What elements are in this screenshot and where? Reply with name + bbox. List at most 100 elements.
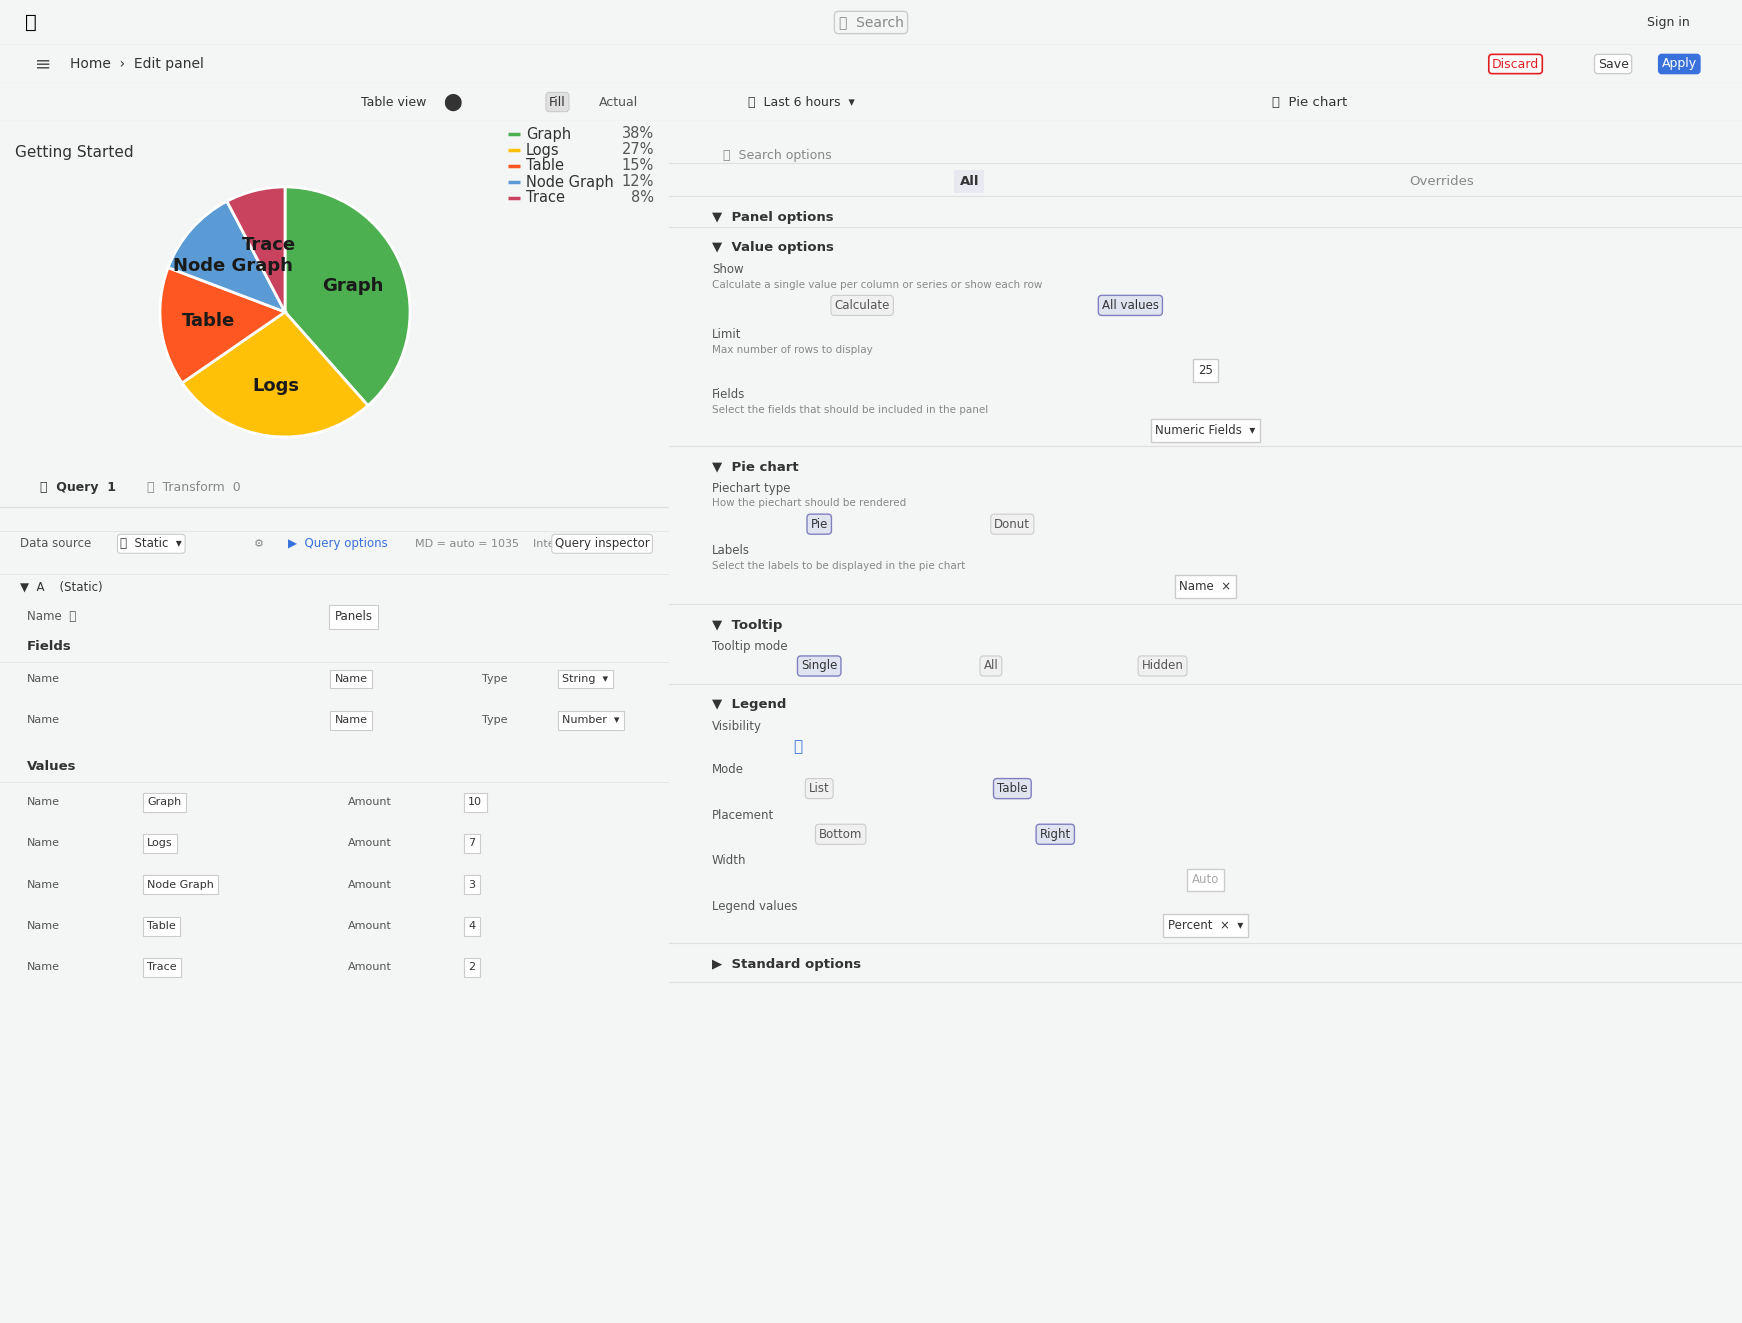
Wedge shape xyxy=(160,267,286,382)
Text: Show: Show xyxy=(712,263,744,275)
Text: How the piechart should be rendered: How the piechart should be rendered xyxy=(712,499,906,508)
Text: Save: Save xyxy=(1597,57,1629,70)
Text: Amount: Amount xyxy=(348,796,392,807)
Text: Trace: Trace xyxy=(146,962,176,972)
Text: Name: Name xyxy=(26,921,59,931)
Text: Legend values: Legend values xyxy=(712,900,798,913)
Text: Amount: Amount xyxy=(348,880,392,890)
Text: Hidden: Hidden xyxy=(1141,659,1183,672)
Text: Width: Width xyxy=(712,855,746,867)
Text: Node Graph: Node Graph xyxy=(146,880,214,890)
Text: ▼  Pie chart: ▼ Pie chart xyxy=(712,460,798,472)
Text: 38%: 38% xyxy=(622,127,655,142)
Text: Panels: Panels xyxy=(334,610,373,623)
Text: Table: Table xyxy=(181,312,235,331)
Text: Node Graph: Node Graph xyxy=(526,175,613,189)
Text: 🔍  Search: 🔍 Search xyxy=(838,16,904,29)
Text: Graph: Graph xyxy=(526,127,571,142)
Text: Name: Name xyxy=(334,673,368,684)
Text: 7: 7 xyxy=(469,839,476,848)
Text: Limit: Limit xyxy=(712,328,742,341)
Text: Amount: Amount xyxy=(348,839,392,848)
Text: 🔵: 🔵 xyxy=(793,738,803,754)
Text: Bottom: Bottom xyxy=(819,828,862,841)
Text: 2: 2 xyxy=(469,962,476,972)
Text: Getting Started: Getting Started xyxy=(14,146,134,160)
Text: Numeric Fields  ▾: Numeric Fields ▾ xyxy=(1155,423,1256,437)
Text: Name  ×: Name × xyxy=(1179,581,1232,593)
Text: Table: Table xyxy=(526,159,564,173)
Text: Calculate: Calculate xyxy=(834,299,890,312)
Text: All values: All values xyxy=(1103,299,1158,312)
Text: Max number of rows to display: Max number of rows to display xyxy=(712,344,873,355)
Text: Logs: Logs xyxy=(146,839,172,848)
Text: 🥧  Pie chart: 🥧 Pie chart xyxy=(1272,95,1347,108)
Text: 🕐  Last 6 hours  ▾: 🕐 Last 6 hours ▾ xyxy=(747,95,855,108)
Text: ▼  Value options: ▼ Value options xyxy=(712,241,834,254)
Text: 🔴: 🔴 xyxy=(26,13,37,32)
Text: Data source: Data source xyxy=(21,537,91,550)
Text: Sign in: Sign in xyxy=(1646,16,1690,29)
Text: 25: 25 xyxy=(1198,364,1212,377)
Text: Home  ›  Edit panel: Home › Edit panel xyxy=(70,57,204,71)
Text: Select the fields that should be included in the panel: Select the fields that should be include… xyxy=(712,405,988,414)
Text: Visibility: Visibility xyxy=(712,720,761,733)
Text: Mode: Mode xyxy=(712,763,744,775)
Text: Table: Table xyxy=(146,921,176,931)
Text: Fill: Fill xyxy=(549,95,566,108)
Text: Name: Name xyxy=(26,673,59,684)
Text: Fields: Fields xyxy=(712,388,746,401)
Text: 8%: 8% xyxy=(631,191,655,205)
Text: Single: Single xyxy=(801,659,838,672)
Text: ▶  Standard options: ▶ Standard options xyxy=(712,958,861,971)
Text: Logs: Logs xyxy=(253,377,300,396)
Wedge shape xyxy=(169,201,286,312)
Text: ▼  Legend: ▼ Legend xyxy=(712,699,786,710)
Text: Number  ▾: Number ▾ xyxy=(563,716,620,725)
Text: Logs: Logs xyxy=(526,143,559,157)
Text: 🔴  Static  ▾: 🔴 Static ▾ xyxy=(120,537,183,550)
Text: 📋  Query  1: 📋 Query 1 xyxy=(40,482,117,495)
Text: Type: Type xyxy=(483,673,507,684)
Text: 27%: 27% xyxy=(622,143,655,157)
Text: 4: 4 xyxy=(469,921,476,931)
Text: Donut: Donut xyxy=(995,517,1030,531)
Text: Discard: Discard xyxy=(1491,57,1540,70)
Text: 🔍  Search options: 🔍 Search options xyxy=(723,148,831,161)
Text: Piechart type: Piechart type xyxy=(712,482,791,495)
Text: Fields: Fields xyxy=(26,640,71,652)
Text: Tooltip mode: Tooltip mode xyxy=(712,640,787,654)
Text: Overrides: Overrides xyxy=(1409,175,1474,188)
Wedge shape xyxy=(183,312,368,437)
Text: 3: 3 xyxy=(469,880,476,890)
Text: All: All xyxy=(984,659,998,672)
Text: Query inspector: Query inspector xyxy=(554,537,650,550)
Text: ▼  A    (Static): ▼ A (Static) xyxy=(21,581,103,593)
Text: 🔄  Transform  0: 🔄 Transform 0 xyxy=(146,482,240,495)
Wedge shape xyxy=(286,187,409,406)
Text: Name  ⓘ: Name ⓘ xyxy=(26,610,77,623)
Text: ⚙: ⚙ xyxy=(254,538,265,549)
Text: Pie: Pie xyxy=(810,517,827,531)
Text: Name: Name xyxy=(26,716,59,725)
Text: ≡: ≡ xyxy=(35,54,51,74)
Text: Trace: Trace xyxy=(242,237,296,254)
Text: 10: 10 xyxy=(469,796,483,807)
Text: Select the labels to be displayed in the pie chart: Select the labels to be displayed in the… xyxy=(712,561,965,572)
Text: Graph: Graph xyxy=(322,278,383,295)
Text: ▼  Panel options: ▼ Panel options xyxy=(712,212,833,224)
Text: Name: Name xyxy=(26,962,59,972)
Text: MD = auto = 1035    Interval = 20s: MD = auto = 1035 Interval = 20s xyxy=(415,538,611,549)
Text: ▶  Query options: ▶ Query options xyxy=(287,537,387,550)
Text: ⬤: ⬤ xyxy=(444,93,462,111)
Text: Placement: Placement xyxy=(712,808,773,822)
Text: Name: Name xyxy=(26,796,59,807)
Text: Name: Name xyxy=(334,716,368,725)
Text: List: List xyxy=(808,782,829,795)
Text: Actual: Actual xyxy=(599,95,638,108)
Text: Node Graph: Node Graph xyxy=(172,257,293,275)
Text: 12%: 12% xyxy=(622,175,655,189)
Text: Apply: Apply xyxy=(1662,57,1697,70)
Text: Amount: Amount xyxy=(348,921,392,931)
Text: Trace: Trace xyxy=(526,191,564,205)
